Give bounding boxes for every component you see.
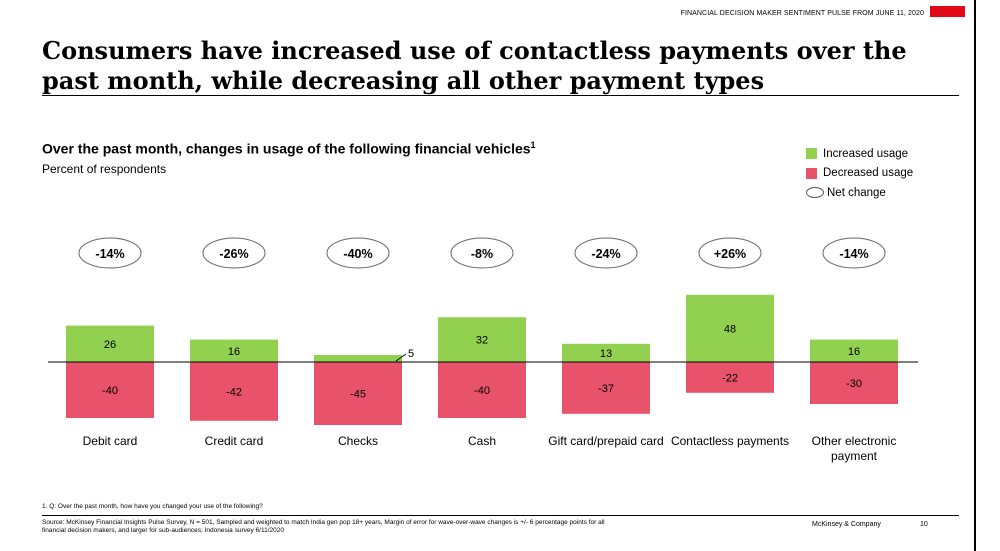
net-change-oval xyxy=(574,237,638,269)
chart-subtitle-text: Over the past month, changes in usage of… xyxy=(42,140,531,157)
bar-increased-value: 32 xyxy=(476,335,488,347)
report-header: FINANCIAL DECISION MAKER SENTIMENT PULSE… xyxy=(680,10,924,17)
net-change-oval xyxy=(326,237,390,269)
bar-decreased xyxy=(66,362,154,418)
legend-item-increased: Increased usage xyxy=(806,144,913,164)
category-label: Debit card xyxy=(83,434,138,448)
net-change-label: -8% xyxy=(471,247,493,261)
legend-label-decreased: Decreased usage xyxy=(823,167,914,180)
bar-decreased-value: -40 xyxy=(102,385,118,397)
net-change-label: -26% xyxy=(219,247,248,261)
net-change-oval xyxy=(202,237,266,269)
chart-subcaption: Percent of respondents xyxy=(42,162,167,176)
net-change-label: -14% xyxy=(95,247,124,261)
legend-swatch-increased xyxy=(806,148,817,160)
bar-decreased-value: -45 xyxy=(350,389,366,401)
bar-increased xyxy=(314,355,402,362)
bar-decreased-value: -37 xyxy=(598,383,614,395)
bar-decreased xyxy=(190,362,278,421)
bar-increased-value: 16 xyxy=(848,346,860,358)
chart-subtitle: Over the past month, changes in usage of… xyxy=(42,140,536,157)
net-change-oval xyxy=(78,237,142,269)
bar-increased-value: 5 xyxy=(408,348,414,360)
footnote: 1. Q: Over the past month, how have you … xyxy=(42,503,263,510)
bar-increased-value: 26 xyxy=(104,339,116,351)
legend-label-net: Net change xyxy=(827,186,886,199)
bar-decreased xyxy=(438,362,526,418)
bar-increased xyxy=(190,339,278,362)
legend-label-increased: Increased usage xyxy=(823,147,909,160)
legend-item-decreased: Decreased usage xyxy=(806,164,913,184)
right-edge-rule xyxy=(974,0,976,551)
flag-red-band xyxy=(930,6,965,17)
category-label: Gift card/prepaid card xyxy=(548,434,663,448)
title-divider xyxy=(42,95,959,96)
brand-label: McKinsey & Company xyxy=(812,521,881,528)
bar-decreased-value: -22 xyxy=(722,372,738,384)
bar-increased xyxy=(66,325,154,362)
category-label: Checks xyxy=(338,434,378,448)
footer-divider xyxy=(42,515,959,516)
bar-increased-value: 13 xyxy=(600,348,612,360)
bar-decreased xyxy=(686,362,774,393)
category-label: Contactless payments xyxy=(671,434,789,448)
source-note: Source: McKinsey Financial Insights Puls… xyxy=(42,519,605,534)
net-change-oval xyxy=(822,237,886,269)
page-title: Consumers have increased use of contactl… xyxy=(42,36,907,95)
bar-decreased xyxy=(810,362,898,404)
net-change-label: -14% xyxy=(839,247,868,261)
flag-white-band xyxy=(930,17,965,28)
net-change-label: -24% xyxy=(591,247,620,261)
bar-decreased-value: -42 xyxy=(226,386,242,398)
page-number: 10 xyxy=(920,521,928,528)
bar-decreased-value: -30 xyxy=(846,378,862,390)
category-label: Cash xyxy=(468,434,496,448)
bar-decreased-value: -40 xyxy=(474,385,490,397)
category-label: Other electronic payment xyxy=(812,434,897,463)
chart-legend: Increased usage Decreased usage Net chan… xyxy=(806,144,913,203)
net-change-label: -40% xyxy=(343,247,372,261)
leader-line xyxy=(395,353,407,362)
net-change-oval xyxy=(450,237,514,269)
footnote-marker: 1 xyxy=(530,140,536,150)
bar-increased xyxy=(810,339,898,362)
bar-increased xyxy=(562,343,650,362)
net-change-oval xyxy=(698,237,762,269)
legend-item-net: Net change xyxy=(806,183,913,203)
bar-decreased xyxy=(314,362,402,425)
net-change-label: +26% xyxy=(714,247,746,261)
bar-increased-value: 16 xyxy=(228,346,240,358)
legend-oval-icon xyxy=(806,187,824,199)
bar-decreased xyxy=(562,362,650,414)
legend-swatch-decreased xyxy=(806,167,817,179)
indonesia-flag-icon xyxy=(930,6,965,28)
bar-increased xyxy=(438,317,526,362)
bar-increased-value: 48 xyxy=(724,323,736,335)
bar-increased xyxy=(686,294,774,362)
category-label: Credit card xyxy=(205,434,264,448)
